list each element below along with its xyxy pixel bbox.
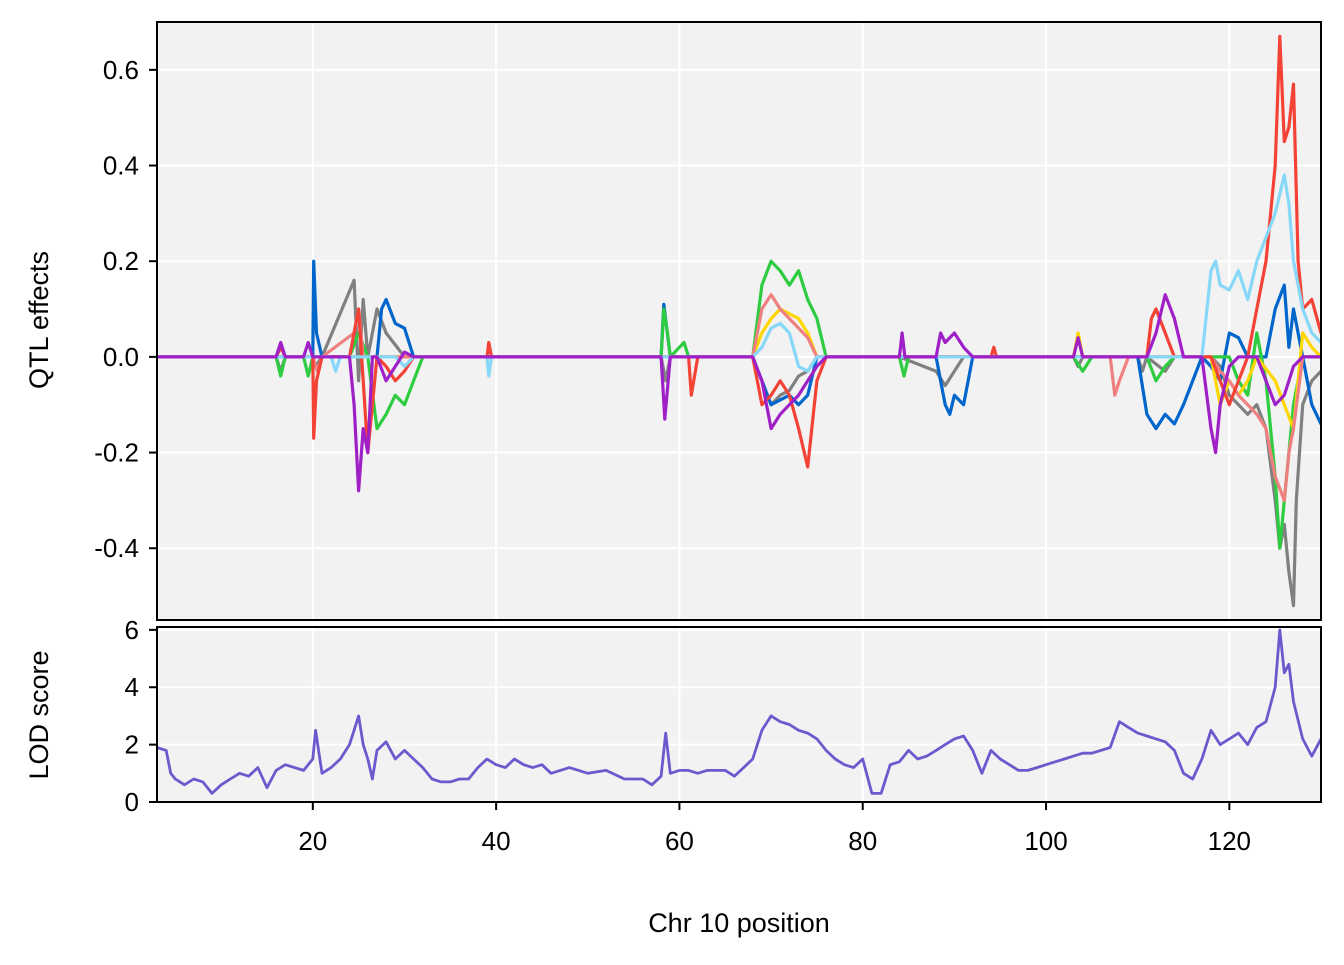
lod-x-tick-label: 60 [665, 826, 694, 856]
effects-y-axis-title: QTL effects [24, 251, 54, 389]
lod-frame [156, 626, 1322, 803]
effects-y-tick-label: -0.2 [94, 438, 139, 468]
effects-series-line-1 [157, 259, 1321, 431]
lod-series-group [157, 628, 1321, 795]
effects-y-tick-label: 0.6 [103, 55, 139, 85]
lod-y-tick-label: 0 [125, 787, 139, 817]
lod-x-tick-label: 80 [848, 826, 877, 856]
x-axis-title: Chr 10 position [648, 908, 830, 938]
lod-y-tick-label: 4 [125, 672, 139, 702]
lod-x-tick-label: 100 [1024, 826, 1067, 856]
lod-x-tick-label: 40 [482, 826, 511, 856]
effects-y-tick-label: 0.0 [103, 342, 139, 372]
effects-series-line-7 [157, 293, 1321, 493]
lod-x-tick-label: 20 [298, 826, 327, 856]
effects-series-line-2 [157, 259, 1321, 550]
effects-y-tick-label: 0.4 [103, 151, 139, 181]
effects-y-tick-label: -0.4 [94, 533, 139, 563]
lod-series-line-0 [157, 628, 1321, 795]
effects-background [157, 22, 1321, 620]
lod-y-axis-title: LOD score [24, 650, 54, 779]
effects-y-tick-label: 0.2 [103, 246, 139, 276]
lod-panel: 0 2 4 6 20 40 60 80 100 120 [125, 615, 1322, 856]
lod-background [157, 627, 1321, 802]
lod-x-tick-label: 120 [1208, 826, 1251, 856]
effects-series-line-5 [157, 34, 1321, 469]
lod-y-tick-label: 6 [125, 615, 139, 645]
effects-series-group [157, 34, 1321, 608]
effects-panel: -0.4 -0.2 0.0 0.2 0.4 0.6 [94, 21, 1322, 621]
lod-y-tick-label: 2 [125, 730, 139, 760]
effects-series-line-6 [157, 173, 1321, 378]
effects-frame [156, 21, 1322, 621]
